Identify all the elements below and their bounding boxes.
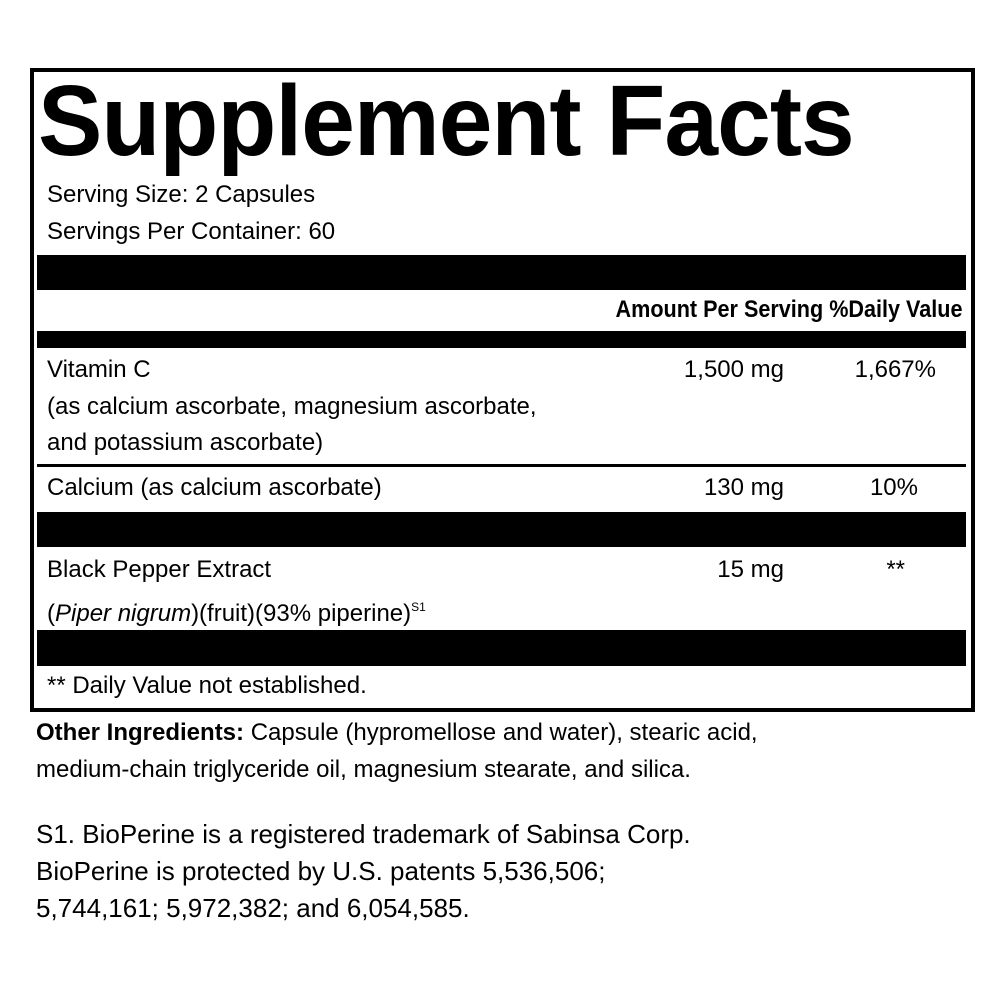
servings-per-container: Servings Per Container: 60 — [47, 218, 336, 245]
patent-note: BioPerine is protected by U.S. patents 5… — [36, 856, 606, 886]
dv-header: %Daily Value — [828, 296, 962, 323]
row-vitamin-c-name: Vitamin C — [47, 356, 151, 383]
thick-divider — [37, 255, 966, 290]
other-ingredients: Other Ingredients: Capsule (hypromellose… — [36, 719, 758, 746]
supplement-facts-panel — [30, 68, 975, 712]
panel-title: Supplement Facts — [38, 65, 855, 177]
footnote: ** Daily Value not established. — [47, 672, 367, 699]
amount-header: Amount Per Serving — [615, 296, 823, 323]
row-black-pepper-source: (Piper nigrum)(fruit)(93% piperine)S1 — [47, 600, 426, 627]
column-header: Amount Per Serving %Daily Value — [615, 296, 962, 324]
thin-divider — [37, 464, 966, 467]
row-calcium-dv: 10% — [869, 474, 918, 501]
other-ingredients-2: medium-chain triglyceride oil, magnesium… — [36, 756, 691, 783]
row-black-pepper-name: Black Pepper Extract — [47, 556, 272, 583]
row-calcium-amount: 130 mg — [703, 474, 784, 501]
medium-divider — [37, 331, 966, 348]
row-vitamin-c-source-2: and potassium ascorbate) — [47, 429, 324, 456]
thick-divider — [37, 512, 966, 547]
row-vitamin-c-source: (as calcium ascorbate, magnesium ascorba… — [47, 393, 537, 420]
row-vitamin-c-amount: 1,500 mg — [683, 356, 784, 383]
row-black-pepper-amount: 15 mg — [717, 556, 784, 583]
trademark-note: S1. BioPerine is a registered trademark … — [36, 819, 691, 849]
thick-divider — [37, 630, 966, 666]
patent-note-2: 5,744,161; 5,972,382; and 6,054,585. — [36, 893, 470, 923]
row-vitamin-c-dv: 1,667% — [854, 356, 936, 383]
row-black-pepper-dv: ** — [886, 556, 905, 583]
serving-size: Serving Size: 2 Capsules — [47, 181, 316, 208]
row-calcium-name: Calcium (as calcium ascorbate) — [47, 474, 382, 501]
